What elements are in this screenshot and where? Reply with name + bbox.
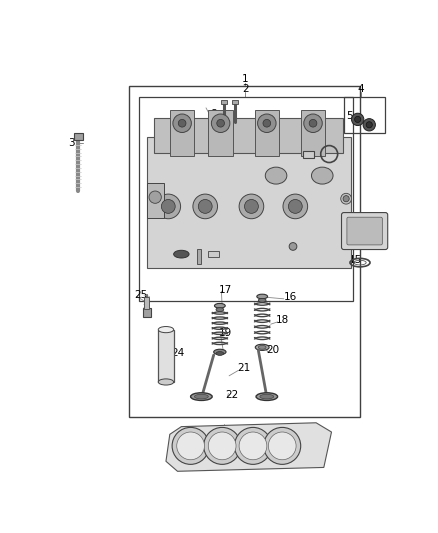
Circle shape bbox=[177, 432, 205, 460]
Text: 1: 1 bbox=[242, 75, 249, 84]
Text: 12: 12 bbox=[197, 209, 210, 219]
Circle shape bbox=[263, 119, 271, 127]
Ellipse shape bbox=[158, 327, 173, 333]
Ellipse shape bbox=[191, 393, 212, 400]
Circle shape bbox=[366, 122, 372, 128]
Circle shape bbox=[156, 194, 180, 219]
Ellipse shape bbox=[265, 167, 287, 184]
Text: 16: 16 bbox=[284, 292, 297, 302]
Text: 14: 14 bbox=[350, 216, 363, 226]
Circle shape bbox=[309, 119, 317, 127]
Text: 22: 22 bbox=[225, 390, 239, 400]
Text: 9: 9 bbox=[168, 150, 175, 160]
Circle shape bbox=[178, 119, 186, 127]
Circle shape bbox=[161, 199, 175, 213]
Text: 8: 8 bbox=[211, 109, 217, 119]
Circle shape bbox=[288, 199, 302, 213]
Ellipse shape bbox=[194, 394, 208, 399]
Bar bbox=[303, 151, 314, 158]
Circle shape bbox=[244, 199, 258, 213]
Circle shape bbox=[343, 196, 349, 202]
Ellipse shape bbox=[256, 393, 278, 400]
Circle shape bbox=[204, 427, 240, 464]
Ellipse shape bbox=[216, 352, 224, 356]
Text: 7: 7 bbox=[282, 129, 289, 139]
Circle shape bbox=[268, 432, 296, 460]
Bar bbox=[208, 110, 233, 156]
Text: 3: 3 bbox=[68, 138, 75, 148]
Text: 2: 2 bbox=[242, 84, 249, 94]
Text: 6: 6 bbox=[300, 144, 307, 155]
Circle shape bbox=[239, 194, 264, 219]
Circle shape bbox=[283, 194, 307, 219]
Circle shape bbox=[341, 193, 352, 204]
Ellipse shape bbox=[311, 167, 333, 184]
Circle shape bbox=[304, 114, 322, 133]
Ellipse shape bbox=[258, 298, 266, 302]
Bar bbox=[158, 329, 173, 382]
Text: 24: 24 bbox=[171, 349, 184, 359]
Bar bbox=[344, 97, 385, 133]
Ellipse shape bbox=[257, 294, 268, 299]
Text: 17: 17 bbox=[218, 285, 232, 295]
Circle shape bbox=[150, 193, 161, 204]
Text: 25: 25 bbox=[134, 290, 148, 300]
Text: 21: 21 bbox=[237, 363, 250, 373]
Circle shape bbox=[149, 191, 161, 203]
Text: 19: 19 bbox=[219, 328, 232, 338]
Circle shape bbox=[239, 432, 267, 460]
Text: 5: 5 bbox=[346, 110, 353, 120]
Bar bbox=[143, 308, 151, 317]
FancyBboxPatch shape bbox=[347, 217, 382, 245]
Circle shape bbox=[173, 114, 191, 133]
Ellipse shape bbox=[214, 349, 226, 354]
Ellipse shape bbox=[255, 344, 269, 350]
Text: 15: 15 bbox=[349, 255, 363, 265]
Ellipse shape bbox=[216, 308, 224, 311]
Circle shape bbox=[258, 114, 276, 133]
Circle shape bbox=[264, 427, 301, 464]
Circle shape bbox=[193, 194, 218, 219]
Circle shape bbox=[152, 196, 158, 202]
Circle shape bbox=[355, 116, 361, 123]
Polygon shape bbox=[166, 423, 332, 471]
Bar bbox=[139, 97, 353, 301]
Bar bbox=[197, 249, 201, 264]
Bar bbox=[301, 110, 325, 156]
Bar bbox=[145, 297, 149, 309]
Text: 20: 20 bbox=[266, 345, 279, 356]
Ellipse shape bbox=[260, 394, 274, 399]
Bar bbox=[147, 137, 351, 268]
Text: 4: 4 bbox=[357, 84, 364, 94]
Text: 13: 13 bbox=[279, 199, 293, 209]
Text: 23: 23 bbox=[215, 442, 229, 453]
Circle shape bbox=[352, 113, 364, 126]
Circle shape bbox=[212, 114, 230, 133]
Bar bbox=[74, 133, 83, 140]
Bar bbox=[129, 85, 360, 417]
Circle shape bbox=[208, 432, 236, 460]
Bar bbox=[221, 100, 227, 104]
Text: 10: 10 bbox=[163, 193, 176, 204]
Ellipse shape bbox=[215, 303, 225, 308]
Circle shape bbox=[289, 243, 297, 251]
Bar bbox=[155, 118, 343, 152]
Text: 11: 11 bbox=[172, 211, 185, 221]
Bar bbox=[208, 251, 219, 257]
Circle shape bbox=[198, 199, 212, 213]
Circle shape bbox=[217, 119, 224, 127]
Ellipse shape bbox=[258, 345, 266, 349]
Circle shape bbox=[234, 427, 272, 464]
Circle shape bbox=[363, 119, 375, 131]
Bar bbox=[147, 183, 164, 218]
Circle shape bbox=[172, 427, 209, 464]
Bar bbox=[170, 110, 194, 156]
Ellipse shape bbox=[173, 251, 189, 258]
Bar bbox=[232, 100, 238, 104]
Text: 18: 18 bbox=[276, 316, 290, 325]
FancyBboxPatch shape bbox=[342, 213, 388, 249]
Bar bbox=[254, 110, 279, 156]
Ellipse shape bbox=[158, 379, 173, 385]
